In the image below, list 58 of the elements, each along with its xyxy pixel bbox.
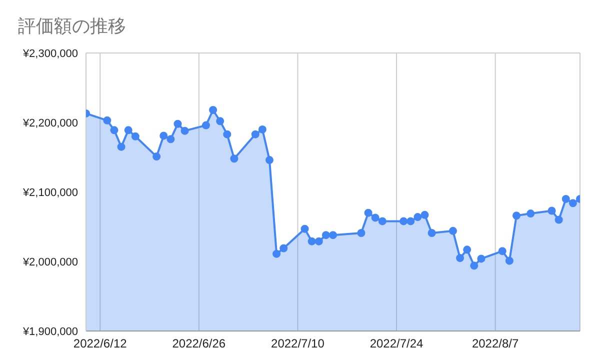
point — [512, 212, 520, 220]
point — [477, 254, 486, 263]
point — [265, 156, 274, 164]
point — [103, 116, 112, 124]
point — [308, 237, 316, 246]
y-tick-label: ¥1,900,000 — [22, 326, 78, 338]
y-tick-label: ¥2,300,000 — [22, 48, 78, 60]
point — [110, 126, 118, 134]
chart-title: 評価額の推移 — [18, 15, 126, 38]
point — [554, 216, 563, 224]
point — [258, 125, 266, 134]
point — [314, 237, 323, 246]
x-tick-label: 2022/7/10 — [271, 336, 325, 351]
point — [117, 142, 126, 151]
x-tick-label: 2022/6/12 — [73, 336, 128, 351]
point — [272, 250, 281, 258]
point — [160, 132, 168, 140]
y-tick-label: ¥2,200,000 — [22, 117, 78, 130]
point — [166, 135, 175, 144]
x-tick-label: 2022/7/24 — [370, 336, 424, 351]
point — [216, 117, 224, 126]
point — [152, 152, 161, 161]
point — [322, 231, 330, 240]
x-tick-label: 2022/8/7 — [472, 336, 519, 351]
point — [414, 213, 422, 222]
point — [230, 154, 238, 163]
point — [562, 194, 570, 203]
point — [463, 246, 472, 254]
point — [420, 210, 429, 219]
point — [526, 210, 535, 218]
point — [223, 130, 232, 138]
point — [174, 120, 182, 128]
point — [329, 231, 337, 240]
point — [124, 126, 132, 134]
point — [568, 199, 577, 208]
point — [251, 130, 260, 138]
point — [548, 206, 556, 215]
point — [364, 208, 372, 217]
point — [280, 244, 288, 252]
point — [428, 229, 436, 238]
point — [498, 247, 506, 256]
point — [357, 229, 366, 238]
point — [180, 126, 189, 135]
y-tick-label: ¥2,100,000 — [22, 186, 78, 199]
point — [505, 256, 514, 265]
point — [448, 226, 457, 235]
point — [406, 217, 415, 226]
point — [456, 254, 464, 262]
point — [131, 132, 140, 140]
point — [209, 106, 218, 114]
x-tick-label: 2022/6/26 — [172, 336, 226, 351]
y-tick-label: ¥2,000,000 — [22, 256, 78, 268]
point — [202, 121, 210, 130]
point — [300, 224, 309, 233]
point — [400, 217, 408, 226]
point — [470, 262, 478, 270]
point — [371, 214, 380, 222]
point — [378, 217, 386, 226]
